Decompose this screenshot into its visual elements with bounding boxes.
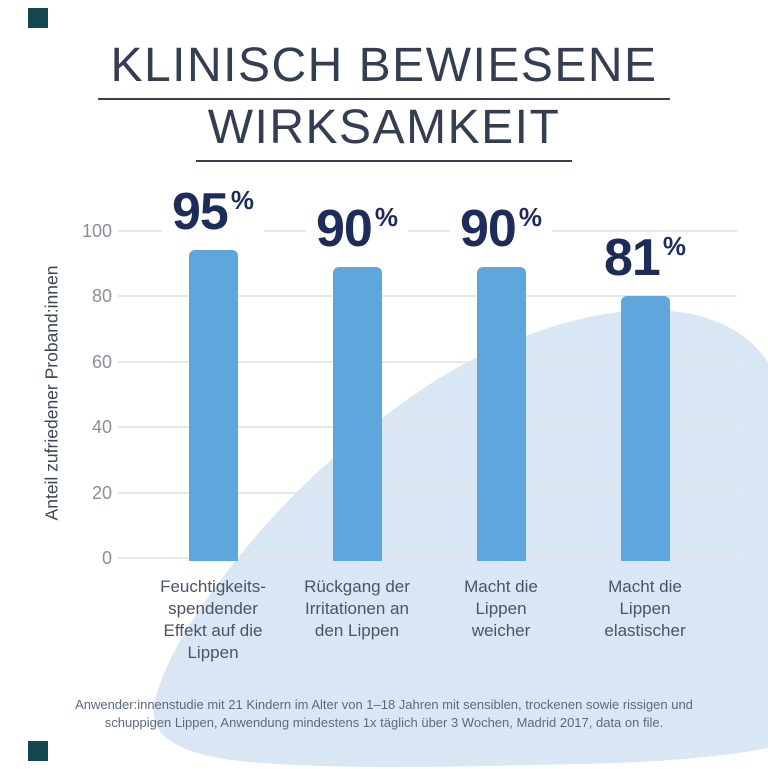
y-tick-label: 20 bbox=[91, 482, 112, 503]
gridline bbox=[118, 557, 737, 559]
gridline bbox=[118, 360, 737, 363]
gridline bbox=[118, 295, 737, 298]
category-label: Macht die Lippen elastischer bbox=[604, 577, 686, 640]
footnote-line2: schuppigen Lippen, Anwendung mindestens … bbox=[104, 715, 664, 730]
bar-value-label: 90% bbox=[450, 200, 552, 258]
category-label: Rückgang der Irritationen an den Lippen bbox=[304, 577, 410, 640]
y-tick-label: 100 bbox=[81, 221, 112, 241]
y-tick-label: 0 bbox=[101, 548, 112, 568]
y-tick-label: 60 bbox=[91, 351, 112, 372]
percent-sign: % bbox=[662, 231, 686, 261]
y-tick-label: 80 bbox=[91, 286, 112, 307]
footnote: Anwender:innenstudie mit 21 Kindern im A… bbox=[0, 696, 768, 732]
bar bbox=[188, 250, 238, 561]
y-axis-label: Anteil zufriedener Proband:innen bbox=[41, 265, 62, 521]
bar bbox=[332, 267, 382, 561]
bar-value-number: 95 bbox=[172, 183, 229, 241]
category-label: Feuchtigkeits- spendender Effekt auf die… bbox=[160, 577, 266, 662]
bar-value-label: 95% bbox=[162, 183, 264, 241]
percent-sign: % bbox=[518, 202, 542, 232]
bar-value-label: 81% bbox=[594, 229, 696, 287]
chart-title-line1: KLINISCH BEWIESENE bbox=[98, 40, 670, 100]
gridline bbox=[118, 230, 737, 232]
decor-square-top-left bbox=[28, 8, 48, 28]
bar-value-number: 90 bbox=[316, 200, 373, 258]
category-label: Macht die Lippen weicher bbox=[464, 577, 538, 640]
bar-value-label: 90% bbox=[306, 200, 408, 258]
gridline bbox=[118, 426, 737, 429]
bar-value-number: 81 bbox=[604, 229, 661, 287]
footnote-line1: Anwender:innenstudie mit 21 Kindern im A… bbox=[75, 697, 693, 712]
bar-value-number: 90 bbox=[460, 200, 517, 258]
y-tick-label: 40 bbox=[91, 417, 112, 438]
gridline bbox=[118, 491, 737, 494]
bar bbox=[620, 296, 670, 561]
chart-title: KLINISCH BEWIESENE WIRKSAMKEIT bbox=[0, 40, 768, 162]
percent-sign: % bbox=[230, 185, 254, 215]
decor-square-bottom-left bbox=[28, 741, 48, 761]
chart-title-line2: WIRKSAMKEIT bbox=[195, 101, 573, 162]
percent-sign: % bbox=[374, 202, 398, 232]
bar bbox=[476, 267, 526, 561]
